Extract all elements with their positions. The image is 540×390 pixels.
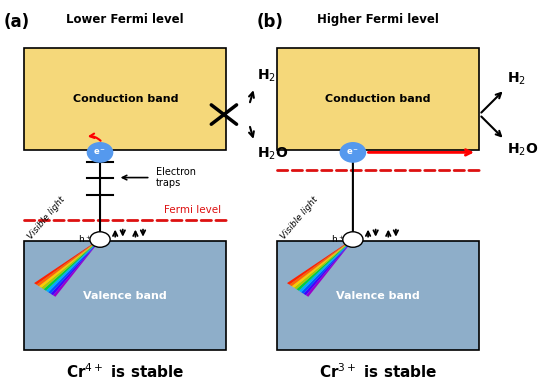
Text: Electron
traps: Electron traps [156,167,195,188]
Polygon shape [51,240,100,295]
Polygon shape [46,239,100,292]
Polygon shape [292,239,353,288]
Polygon shape [289,239,353,286]
Text: Valence band: Valence band [83,291,167,301]
Text: h$^+$: h$^+$ [78,234,92,245]
Text: Visible light: Visible light [26,195,67,241]
Bar [24,241,226,350]
Text: h$^+$: h$^+$ [331,234,345,245]
Polygon shape [44,239,100,291]
Text: Visible light: Visible light [280,195,320,241]
Text: e$^-$: e$^-$ [93,147,106,157]
Text: H$_2$O: H$_2$O [507,142,538,158]
Polygon shape [299,239,353,292]
Text: Conduction band: Conduction band [72,94,178,104]
Text: Cr$^{3+}$ is stable: Cr$^{3+}$ is stable [319,362,437,381]
Circle shape [343,232,363,247]
Bar [24,48,226,151]
Polygon shape [39,239,100,288]
Polygon shape [53,240,100,297]
Polygon shape [287,239,353,285]
Polygon shape [296,239,353,291]
Polygon shape [301,239,353,294]
Text: H$_2$: H$_2$ [257,67,276,83]
Text: (b): (b) [257,13,284,31]
Text: H$_2$O: H$_2$O [257,145,288,162]
Bar [277,241,480,350]
Polygon shape [37,239,100,286]
Polygon shape [41,239,100,289]
Text: Lower Fermi level: Lower Fermi level [66,13,184,26]
Text: Cr$^{4+}$ is stable: Cr$^{4+}$ is stable [66,362,185,381]
Text: Higher Fermi level: Higher Fermi level [317,13,439,26]
Circle shape [340,143,366,162]
Bar [277,48,480,151]
Text: Valence band: Valence band [336,291,420,301]
Polygon shape [294,239,353,289]
Text: Conduction band: Conduction band [326,94,431,104]
Text: (a): (a) [4,13,30,31]
Circle shape [87,143,113,162]
Text: H$_2$: H$_2$ [507,71,526,87]
Circle shape [90,232,110,247]
Polygon shape [34,239,99,285]
Text: Fermi level: Fermi level [164,205,221,215]
Polygon shape [303,240,353,295]
Polygon shape [48,239,100,294]
Polygon shape [306,240,353,297]
Text: e$^-$: e$^-$ [346,147,360,157]
